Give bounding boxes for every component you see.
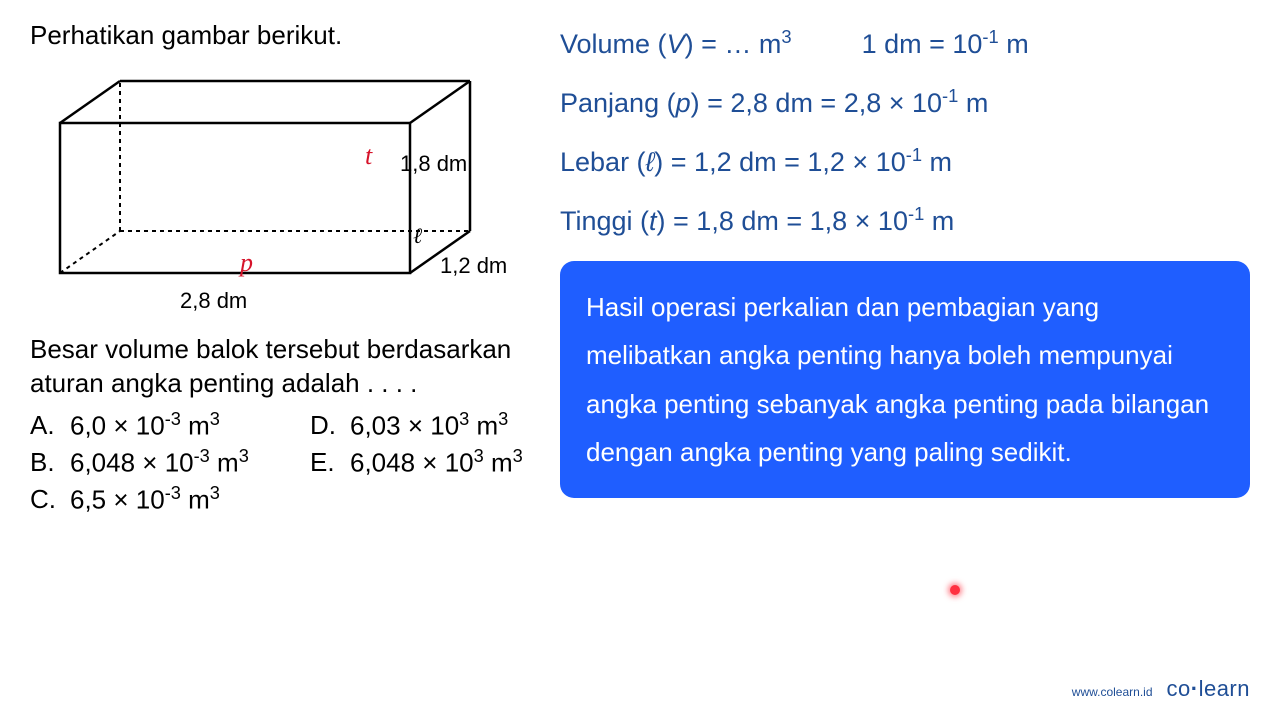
answer-options: A. 6,0 × 10-3 m3 D. 6,03 × 103 m3 B. 6,0…	[30, 407, 540, 518]
option-a: A. 6,0 × 10-3 m3	[30, 407, 310, 444]
footer: www.colearn.id co·learn	[1072, 676, 1250, 702]
footer-url: www.colearn.id	[1072, 685, 1153, 699]
eq-unit-conv: 1 dm = 10-1 m	[862, 25, 1029, 62]
eq-tinggi: Tinggi (t) = 1,8 dm = 1,8 × 10-1 m	[560, 202, 1250, 239]
dim-t: 1,8 dm	[400, 151, 467, 177]
option-e: E. 6,048 × 103 m3	[310, 444, 523, 481]
option-d: D. 6,03 × 103 m3	[310, 407, 508, 444]
option-b: B. 6,048 × 10-3 m3	[30, 444, 310, 481]
var-t: t	[365, 141, 372, 171]
cursor-indicator	[950, 585, 960, 595]
eq-volume-row: Volume (V) = … m3 1 dm = 10-1 m	[560, 25, 1250, 62]
question-text: Besar volume balok tersebut berdasarkan …	[30, 333, 540, 401]
eq-panjang: Panjang (p) = 2,8 dm = 2,8 × 10-1 m	[560, 84, 1250, 121]
note-box: Hasil operasi perkalian dan pembagian ya…	[560, 261, 1250, 497]
dim-p: 2,8 dm	[180, 288, 247, 314]
instruction-text: Perhatikan gambar berikut.	[30, 20, 540, 51]
eq-volume: Volume (V) = … m3	[560, 25, 792, 62]
option-c: C. 6,5 × 10-3 m3	[30, 481, 310, 518]
var-l: ℓ	[413, 223, 422, 249]
var-p: p	[240, 248, 253, 278]
dim-l: 1,2 dm	[440, 253, 507, 279]
eq-lebar: Lebar (ℓ) = 1,2 dm = 1,2 × 10-1 m	[560, 143, 1250, 180]
footer-logo: co·learn	[1167, 676, 1251, 702]
cuboid-diagram: t 1,8 dm ℓ 1,2 dm p 2,8 dm	[30, 63, 510, 323]
